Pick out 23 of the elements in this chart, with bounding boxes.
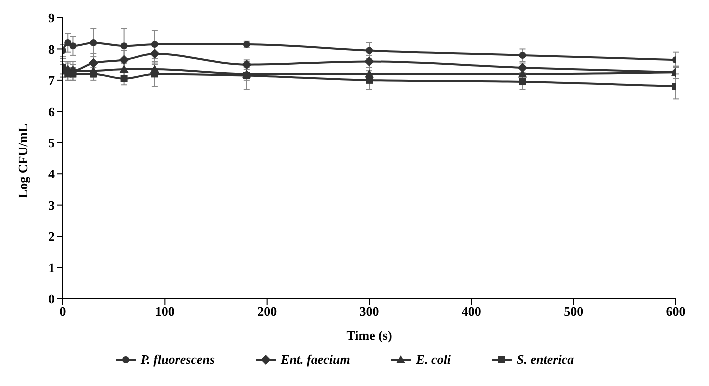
x-tick-label: 400: [462, 304, 482, 320]
legend-label: E. coli: [416, 352, 452, 368]
y-tick-label: 4: [48, 166, 56, 182]
legend-label: P. fluorescens: [140, 352, 216, 368]
y-axis-title: Log CFU/mL: [16, 123, 31, 198]
x-axis-title: Time (s): [346, 328, 392, 343]
y-tick-label: 3: [48, 198, 56, 213]
y-tick-label: 8: [48, 42, 56, 57]
x-tick-label: 600: [666, 304, 686, 320]
y-tick-label: 6: [48, 104, 56, 120]
x-tick-label: 300: [360, 304, 380, 320]
x-tick-label: 0: [60, 304, 66, 320]
x-tick-label: 200: [258, 304, 278, 320]
y-tick-label: 0: [48, 292, 55, 307]
legend-label: Ent. faecium: [281, 352, 350, 368]
legend-label: S. enterica: [517, 352, 574, 368]
y-tick-label: 7: [48, 73, 56, 88]
y-tick-label: 9: [48, 10, 56, 26]
y-tick-label: 1: [48, 260, 55, 276]
y-tick-label: 2: [48, 229, 55, 244]
y-tick-label: 5: [48, 136, 56, 151]
x-tick-label: 500: [564, 304, 584, 320]
x-tick-label: 100: [155, 304, 175, 320]
